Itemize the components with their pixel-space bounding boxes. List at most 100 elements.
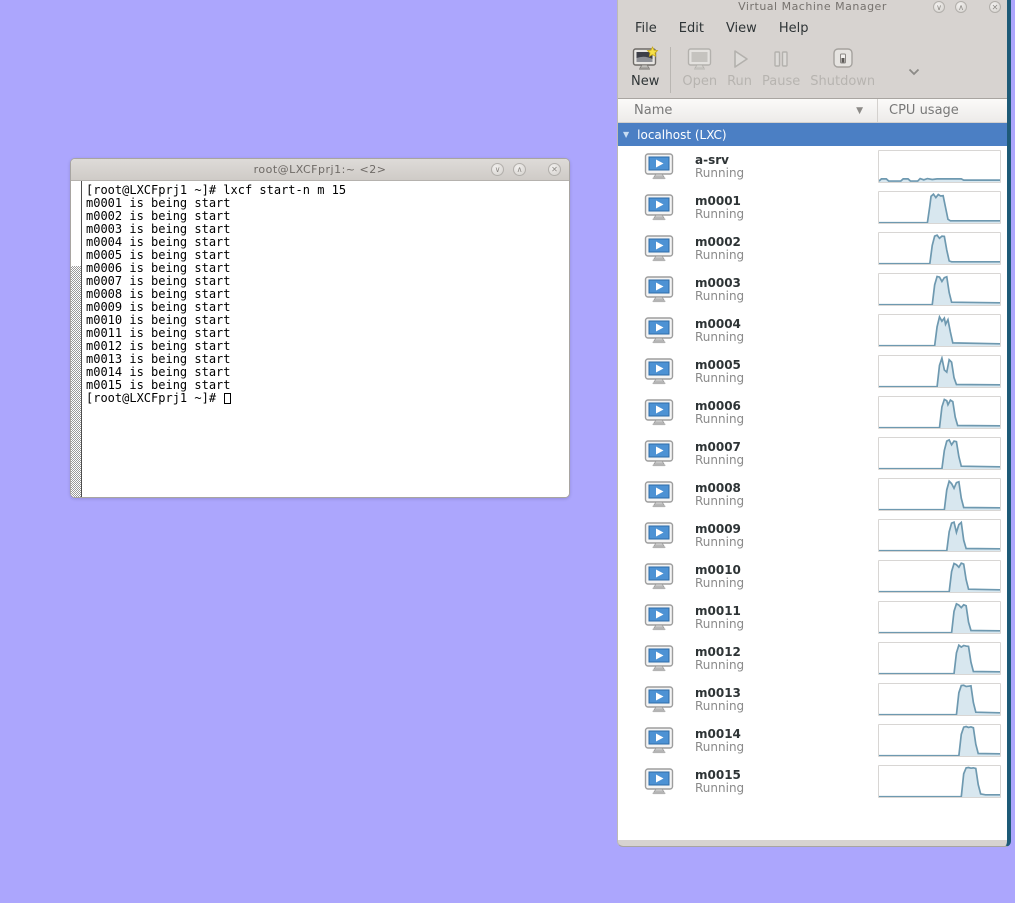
toolbar-button-open[interactable]: Open — [677, 45, 722, 89]
terminal-scrollbar[interactable] — [71, 181, 82, 497]
toolbar-button-pause[interactable]: Pause — [757, 45, 805, 89]
vm-rows-container: a-srv Running m0001 Running m0002 Ru — [618, 146, 1007, 802]
cpu-usage-sparkline — [878, 396, 1001, 429]
cpu-usage-sparkline — [878, 355, 1001, 388]
column-header-name[interactable]: Name ▼ — [618, 99, 878, 122]
terminal-scrollbar-thumb[interactable] — [71, 266, 81, 497]
vm-row-m0012[interactable]: m0012 Running — [618, 638, 1007, 679]
terminal-window: root@LXCFprj1:~ <2> ∨ ∧ ✕ [root@LXCFprj1 ~… — [70, 158, 570, 498]
vmm-titlebar[interactable]: Virtual Machine Manager ∨ ∧ ✕ — [618, 0, 1007, 15]
column-header-cpu[interactable]: CPU usage — [878, 99, 1007, 122]
vm-name: m0008 — [695, 480, 741, 495]
minimize-button[interactable]: ∨ — [491, 163, 504, 176]
terminal-text[interactable]: [root@LXCFprj1 ~]# lxcf start-n m 15 m000… — [82, 181, 569, 497]
terminal-line: m0001 is being start — [86, 196, 231, 210]
terminal-line: m0014 is being start — [86, 365, 231, 379]
cpu-usage-sparkline — [878, 519, 1001, 552]
cpu-usage-sparkline — [878, 478, 1001, 511]
vm-name: m0002 — [695, 234, 741, 249]
cpu-usage-sparkline — [878, 191, 1001, 224]
vm-list-header: Name ▼ CPU usage — [618, 99, 1007, 123]
vm-status: Running — [695, 370, 745, 385]
toolbar-button-run[interactable]: Run — [722, 45, 757, 89]
vm-row-m0011[interactable]: m0011 Running — [618, 597, 1007, 638]
vm-row-m0010[interactable]: m0010 Running — [618, 556, 1007, 597]
vm-row-m0013[interactable]: m0013 Running — [618, 679, 1007, 720]
toolbar-button-shutdown[interactable]: Shutdown — [805, 45, 880, 89]
toolbar-button-new[interactable]: New — [626, 45, 664, 89]
toolbar-label: Run — [727, 74, 753, 89]
vm-row-m0009[interactable]: m0009 Running — [618, 515, 1007, 556]
vm-monitor-play-icon — [644, 398, 674, 425]
terminal-cursor — [224, 393, 232, 404]
monitor-open-icon — [686, 45, 713, 73]
toolbar-label: New — [631, 74, 660, 89]
cpu-usage-sparkline — [878, 765, 1001, 798]
maximize-button[interactable]: ∧ — [955, 1, 967, 13]
vm-labels: m0015 Running — [695, 768, 878, 795]
vm-status: Running — [695, 534, 745, 549]
cpu-usage-sparkline — [878, 683, 1001, 716]
expander-triangle-icon[interactable]: ▼ — [623, 130, 630, 139]
vm-monitor-play-icon — [644, 603, 674, 630]
host-row-localhost[interactable]: ▼ localhost (LXC) — [618, 123, 1007, 146]
vm-row-a-srv[interactable]: a-srv Running — [618, 146, 1007, 187]
terminal-line: m0002 is being start — [86, 209, 231, 223]
cpu-usage-sparkline — [878, 601, 1001, 634]
vm-status: Running — [695, 206, 745, 221]
vm-labels: a-srv Running — [695, 153, 878, 180]
close-button[interactable]: ✕ — [989, 1, 1001, 13]
vm-labels: m0014 Running — [695, 727, 878, 754]
maximize-button[interactable]: ∧ — [513, 163, 526, 176]
sort-chevron-icon[interactable]: ▼ — [856, 105, 863, 116]
toolbar-overflow-chevron-icon[interactable] — [908, 61, 920, 80]
vm-monitor-play-icon — [644, 357, 674, 384]
vm-row-m0014[interactable]: m0014 Running — [618, 720, 1007, 761]
toolbar-label: Open — [682, 74, 718, 89]
vm-name: m0013 — [695, 685, 741, 700]
vm-row-m0003[interactable]: m0003 Running — [618, 269, 1007, 310]
vm-monitor-play-icon — [644, 152, 674, 179]
vm-status: Running — [695, 165, 745, 180]
cpu-usage-sparkline — [878, 314, 1001, 347]
vm-monitor-play-icon — [644, 767, 674, 794]
vm-name: m0011 — [695, 603, 741, 618]
vmm-window: Virtual Machine Manager ∨ ∧ ✕ File Edit View… — [617, 0, 1011, 847]
vm-name: m0006 — [695, 398, 741, 413]
vm-status: Running — [695, 329, 745, 344]
vm-name: m0012 — [695, 644, 741, 659]
vm-labels: m0010 Running — [695, 563, 878, 590]
cpu-usage-sparkline — [878, 273, 1001, 306]
menu-file[interactable]: File — [635, 20, 657, 36]
vm-row-m0007[interactable]: m0007 Running — [618, 433, 1007, 474]
terminal-line: m0011 is being start — [86, 326, 231, 340]
vm-monitor-play-icon — [644, 234, 674, 261]
terminal-line: m0008 is being start — [86, 287, 231, 301]
vm-labels: m0013 Running — [695, 685, 878, 713]
cpu-usage-sparkline — [878, 437, 1001, 470]
menu-view[interactable]: View — [725, 20, 757, 36]
vm-row-m0001[interactable]: m0001 Running — [618, 187, 1007, 228]
vm-labels: m0008 Running — [695, 480, 878, 508]
vm-monitor-play-icon — [644, 521, 674, 548]
vm-row-m0015[interactable]: m0015 Running — [618, 761, 1007, 802]
vm-row-m0004[interactable]: m0004 Running — [618, 310, 1007, 351]
menu-help[interactable]: Help — [778, 20, 809, 36]
vm-monitor-play-icon — [644, 685, 674, 712]
vm-status: Running — [695, 247, 745, 262]
vmm-window-buttons: ∨ ∧ ✕ — [933, 1, 1001, 13]
terminal-titlebar[interactable]: root@LXCFprj1:~ <2> ∨ ∧ ✕ — [71, 159, 569, 181]
minimize-button[interactable]: ∨ — [933, 1, 945, 13]
vm-status: Running — [695, 657, 745, 672]
vm-row-m0006[interactable]: m0006 Running — [618, 392, 1007, 433]
menu-edit[interactable]: Edit — [678, 20, 704, 36]
vm-row-m0002[interactable]: m0002 Running — [618, 228, 1007, 269]
vm-monitor-play-icon — [644, 275, 674, 302]
close-button[interactable]: ✕ — [548, 163, 561, 176]
vm-row-m0005[interactable]: m0005 Running — [618, 351, 1007, 392]
vmm-title: Virtual Machine Manager — [738, 0, 887, 13]
terminal-line: [root@LXCFprj1 ~]# lxcf start-n m 15 — [86, 183, 347, 197]
monitor-new-icon — [632, 45, 659, 73]
toolbar-separator — [670, 47, 672, 93]
vm-row-m0008[interactable]: m0008 Running — [618, 474, 1007, 515]
